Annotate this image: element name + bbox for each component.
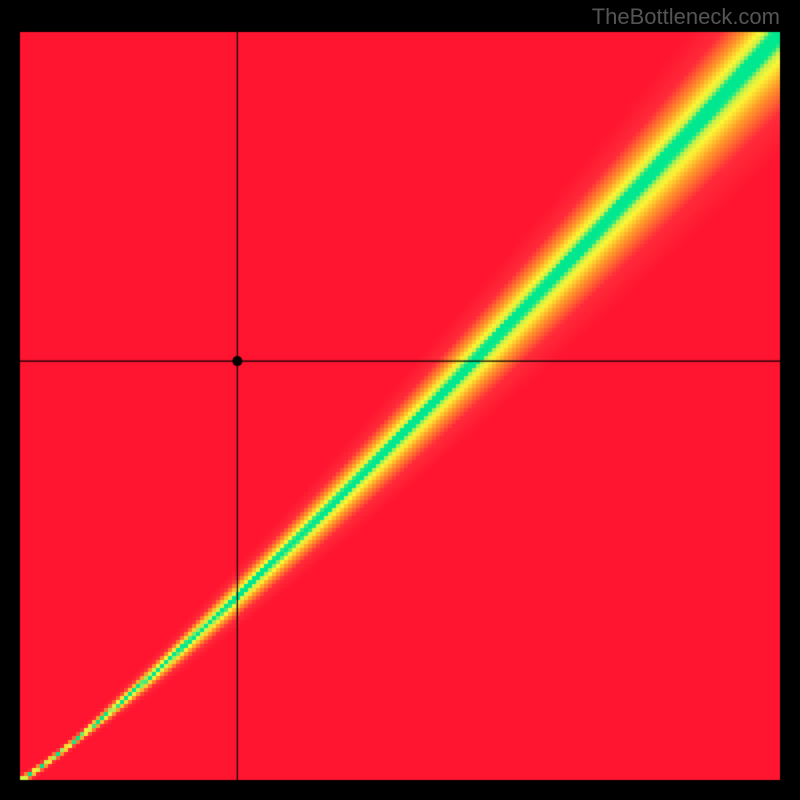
heatmap-canvas (0, 0, 800, 800)
watermark-text: TheBottleneck.com (592, 4, 780, 30)
chart-container: TheBottleneck.com (0, 0, 800, 800)
